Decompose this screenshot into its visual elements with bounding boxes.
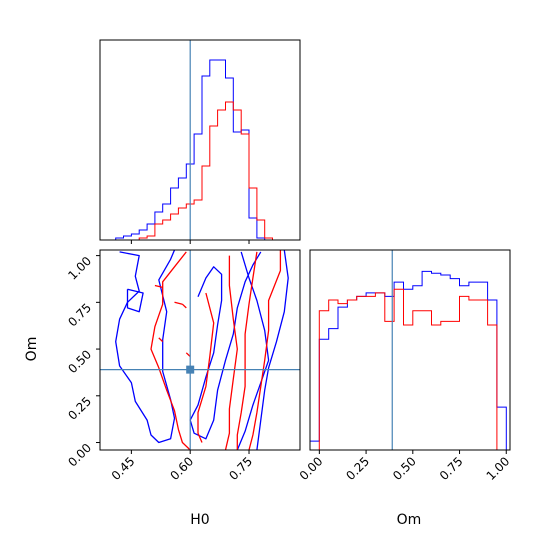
h0-om-contour-panel: 0.45 0.60 0.75 0.00 0.25 0.50 0.75 1.00 [65,249,301,483]
contour-line-1-2 [224,255,238,450]
contour-line-1-7 [158,337,164,343]
h0-tick-label-1: 0.60 [168,454,197,483]
om-hist-x-tick-label-1: 0.25 [343,454,372,483]
om-hist-series-1 [310,288,507,450]
contour-line-0-2 [189,251,262,440]
h0-hist-series-0 [100,59,297,240]
om-marginal-panel: 0.00 0.25 0.50 0.75 1.00 [297,249,513,483]
om-tick-label-1: 0.25 [65,394,94,423]
om-tick-label-4: 1.00 [65,254,94,283]
h0-hist-series-1 [100,101,297,240]
contour-line-1-4 [248,250,282,450]
x-axis-label-om: Om [397,512,422,528]
om-hist-x-tick-label-2: 0.50 [390,454,419,483]
om-marginal-frame [309,249,511,451]
x-axis-label-h0: H0 [190,512,209,528]
contour-line-1-1 [197,292,215,443]
contour-line-1-9 [185,352,191,357]
h0-marginal-frame [99,39,301,241]
om-hist-series-0 [310,270,507,450]
contour-line-1-5 [154,284,163,289]
h0-marginal-panel [99,39,301,244]
h0-tick-label-0: 0.45 [109,454,138,483]
contour-line-0-0 [115,250,176,444]
contour-line-0-4 [256,250,289,450]
om-tick-label-2: 0.50 [65,347,94,376]
contour-line-0-1 [126,288,144,313]
h0-tick-label-2: 0.75 [226,454,255,483]
contour-line-1-0 [150,251,191,450]
y-axis-label-om: Om [24,337,40,362]
om-tick-label-0: 0.00 [65,441,94,470]
contour-line-1-8 [181,303,187,309]
om-tick-label-3: 0.75 [65,301,94,330]
truth-marker [186,365,195,374]
om-hist-x-tick-label-0: 0.00 [297,454,326,483]
contour-line-1-6 [174,301,183,305]
contour-frame [99,249,301,451]
contour-line-1-3 [236,251,258,450]
om-hist-x-tick-label-4: 1.00 [484,454,513,483]
om-hist-x-tick-label-3: 0.75 [437,454,466,483]
